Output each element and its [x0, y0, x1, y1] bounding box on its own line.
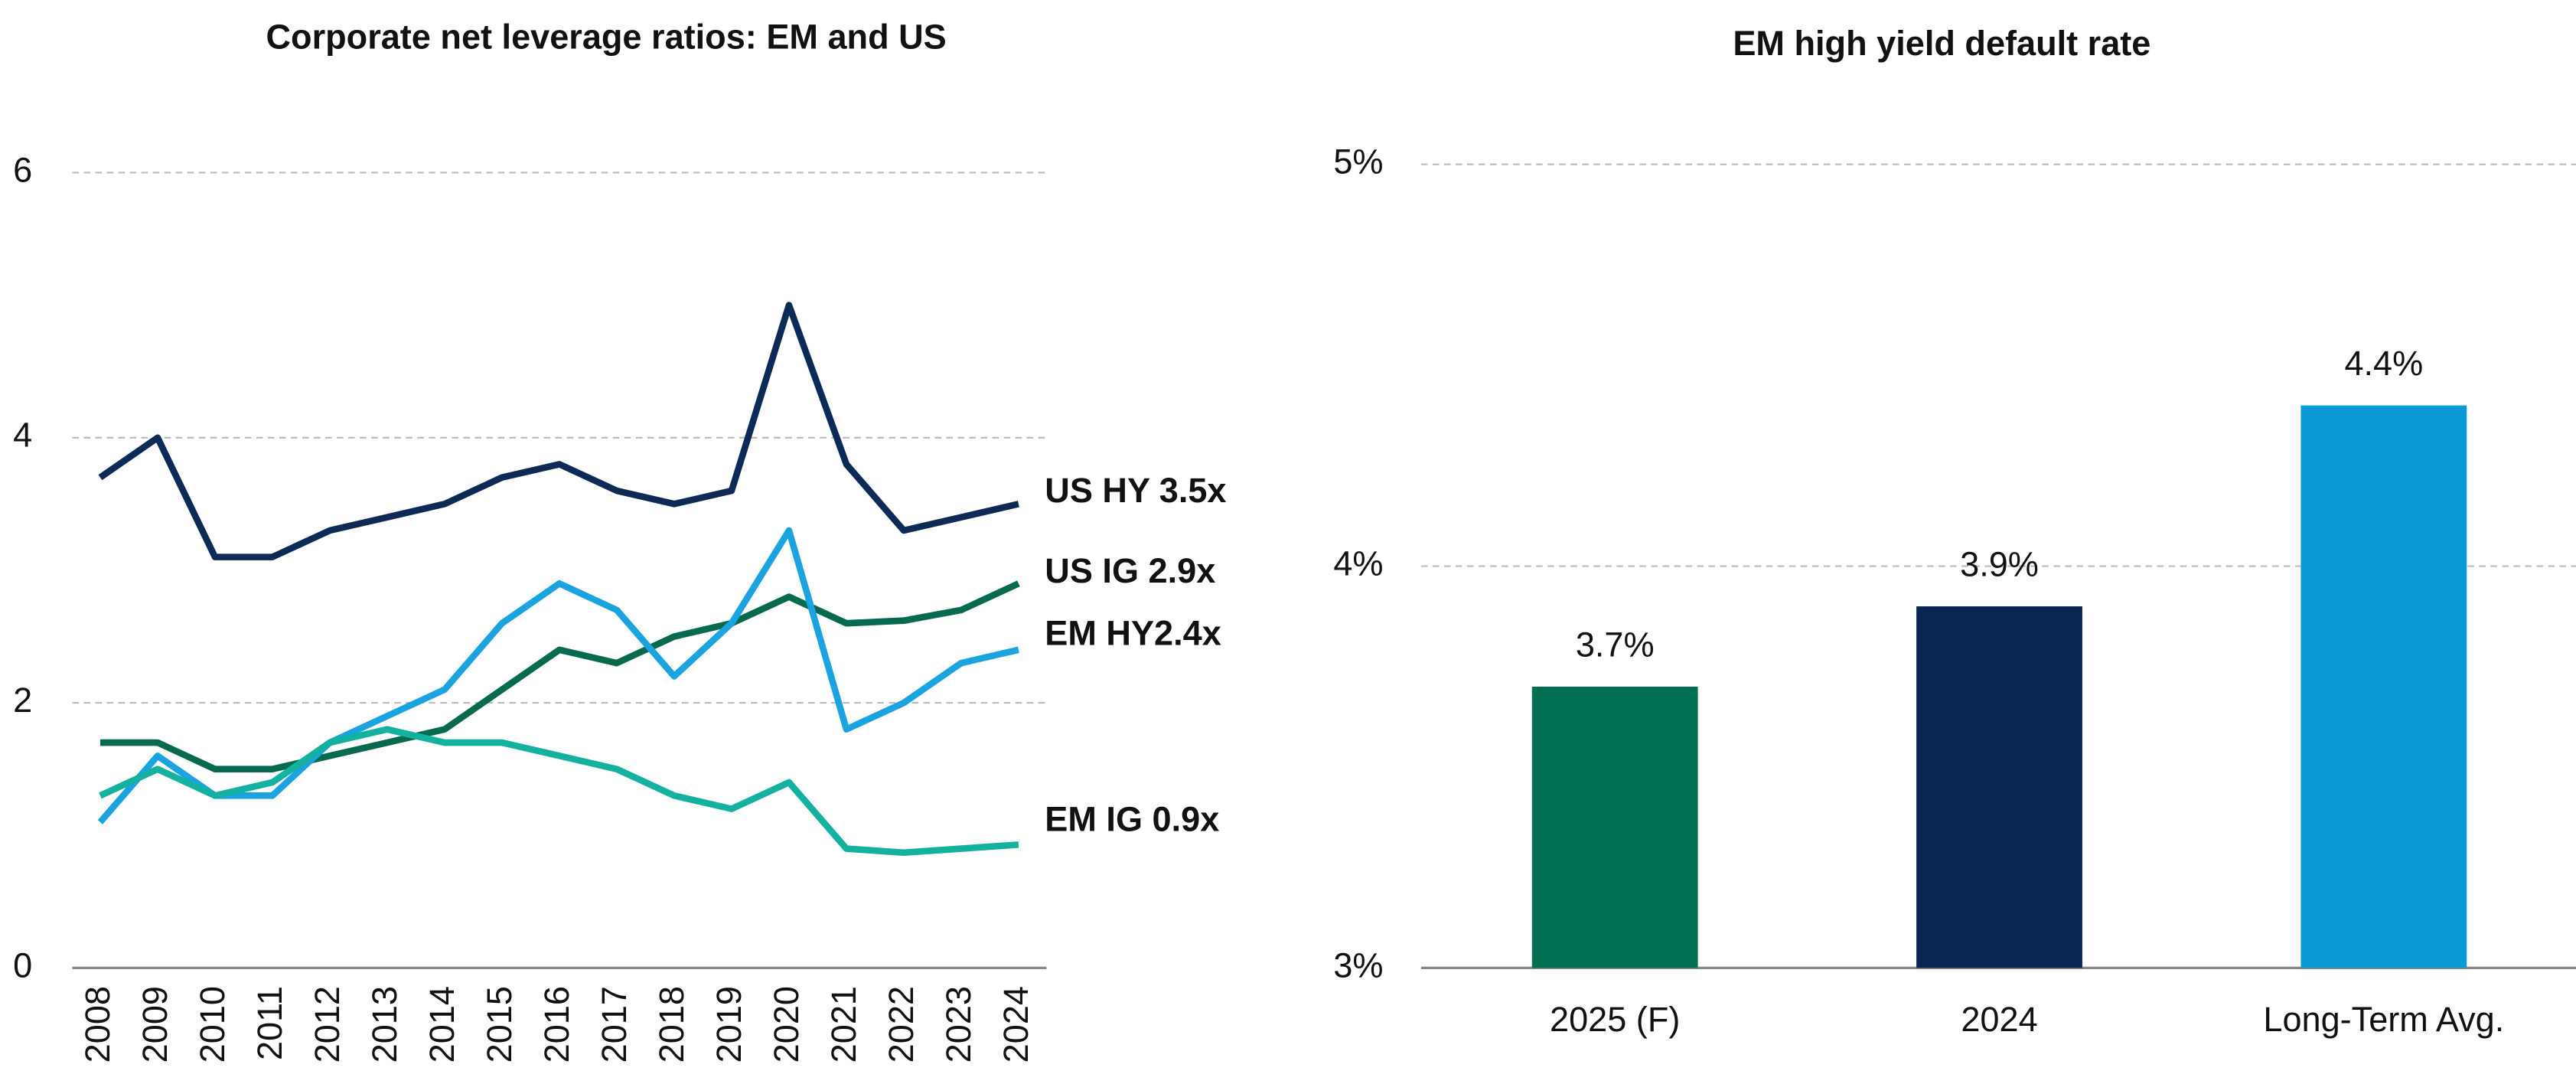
x-tick-label: 2019: [709, 986, 748, 1063]
bar: [1531, 687, 1698, 968]
x-tick-label: 2016: [537, 986, 576, 1063]
x-tick-label: 2013: [365, 986, 404, 1063]
x-tick-label: 2015: [480, 986, 519, 1063]
x-tick-label: 2011: [250, 986, 289, 1060]
x-tick-label: 2020: [767, 986, 806, 1063]
y-tick-label: 4: [13, 416, 32, 455]
x-tick-label: 2021: [824, 986, 863, 1063]
y-tick-label: 0: [13, 945, 32, 984]
y-tick-label: 2: [13, 681, 32, 720]
x-tick-label: 2008: [78, 986, 117, 1063]
x-tick-label: 2014: [422, 986, 461, 1063]
bar: [1916, 606, 2082, 968]
line-series: [99, 726, 1019, 857]
chart-title: EM high yield default rate: [1733, 24, 2150, 63]
bar: [2300, 405, 2467, 968]
value-label: 4.4%: [2344, 344, 2423, 383]
x-tick-label: Long-Term Avg.: [2263, 1000, 2504, 1039]
x-tick-label: 2009: [135, 986, 174, 1063]
x-tick-label: 2018: [652, 986, 691, 1063]
y-tick-label: 3%: [1333, 945, 1383, 984]
x-tick-label: 2017: [595, 986, 634, 1063]
y-tick-label: 5%: [1333, 142, 1383, 181]
x-tick-label: 2024: [996, 986, 1035, 1063]
x-tick-label: 2012: [308, 986, 347, 1063]
series-label: EM IG 0.9x: [1045, 799, 1219, 838]
series-label: US HY 3.5x: [1045, 471, 1226, 510]
y-tick-label: 6: [13, 150, 32, 189]
x-tick-label: 2024: [1961, 1000, 2037, 1039]
value-label: 3.7%: [1576, 625, 1655, 664]
line-series: [98, 302, 1019, 560]
x-tick-label: 2010: [193, 986, 232, 1063]
line-series: [97, 527, 1019, 824]
line-series: [99, 580, 1020, 772]
chart-title: Corporate net leverage ratios: EM and US: [266, 17, 946, 56]
x-tick-label: 2022: [882, 986, 921, 1063]
value-label: 3.9%: [1960, 544, 2039, 583]
series-label: US IG 2.9x: [1045, 551, 1215, 590]
y-tick-label: 4%: [1333, 544, 1383, 583]
x-tick-label: 2023: [939, 986, 978, 1063]
x-tick-label: 2025 (F): [1550, 1000, 1680, 1039]
series-label: EM HY2.4x: [1045, 614, 1221, 653]
